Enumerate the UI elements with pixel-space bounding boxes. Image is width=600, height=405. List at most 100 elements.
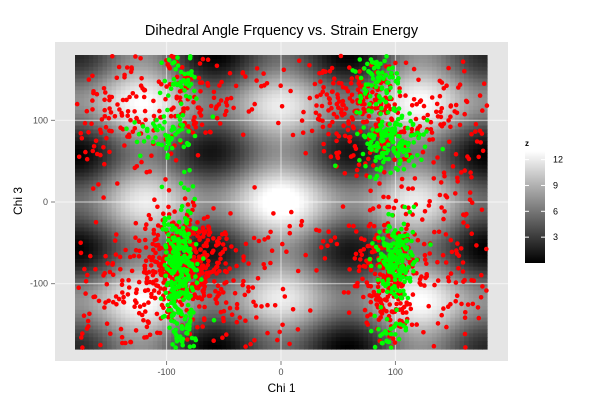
heatmap-cell [230,184,236,189]
heatmap-cell [253,145,259,150]
heatmap-cell [317,129,323,134]
heatmap-cell [239,62,245,68]
heatmap-cell [267,321,273,327]
heatmap-cell [102,164,108,170]
heatmap-cell [340,184,346,189]
heatmap-cell [335,258,342,264]
heatmap-cell [230,337,236,342]
heatmap-cell [97,102,104,107]
heatmap-cell [363,325,369,330]
heatmap-cell [79,227,85,232]
heatmap-cell [308,266,314,272]
heatmap-cell [358,141,364,146]
heatmap-cell [290,254,296,260]
heatmap-cell [226,129,232,134]
heatmap-cell [175,215,181,221]
heatmap-cell [93,102,99,107]
heatmap-cell [258,66,264,72]
heatmap-cell [93,196,99,201]
heatmap-cell [290,211,296,217]
heatmap-cell [248,113,255,119]
heatmap-cell [308,235,314,240]
heatmap-cell [340,188,346,193]
heatmap-cell [107,227,113,232]
heatmap-cell [75,266,81,272]
heatmap-cell [244,105,250,111]
heatmap-cell [166,345,172,350]
heatmap-cell [79,74,85,80]
heatmap-cell [230,235,236,240]
heatmap-cell [271,125,278,131]
heatmap-cell [221,176,227,182]
heatmap-cell [111,215,117,221]
heatmap-cell [161,141,168,146]
heatmap-cell [184,160,191,166]
heatmap-cell [340,270,346,276]
heatmap-cell [262,341,268,346]
heatmap-cell [322,333,328,338]
heatmap-cell [93,329,99,334]
heatmap-cell [313,321,319,327]
heatmap-cell [258,345,264,350]
heatmap-cell [111,207,117,213]
heatmap-cell [203,90,209,95]
heatmap-cell [349,313,355,319]
heatmap-cell [111,203,117,209]
heatmap-cell [239,286,245,291]
heatmap-cell [253,231,259,236]
heatmap-cell [111,243,117,248]
heatmap-cell [331,211,337,217]
heatmap-cell [354,274,360,280]
heatmap-cell [345,70,351,76]
heatmap-cell [212,345,218,350]
heatmap-cell [180,55,186,60]
heatmap-cell [285,98,291,103]
heatmap-cell [303,121,310,127]
heatmap-cell [226,149,232,154]
heatmap-cell [157,203,163,209]
heatmap-cell [207,341,213,346]
heatmap-cell [313,235,319,240]
heatmap-cell [308,274,314,280]
heatmap-cell [335,239,342,244]
heatmap-cell [152,55,158,60]
heatmap-cell [317,109,323,115]
heatmap-cell [125,298,131,303]
heatmap-cell [262,168,268,174]
heatmap-cell [358,62,364,68]
heatmap-cell [331,180,337,185]
heatmap-cell [271,329,278,334]
heatmap-cell [235,66,241,72]
heatmap-cell [116,247,122,252]
heatmap-cell [125,207,131,213]
heatmap-cell [107,55,113,60]
heatmap-cell [290,90,296,95]
heatmap-cell [303,113,310,119]
heatmap-cell [248,223,255,229]
heatmap-cell [294,337,300,342]
heatmap-cell [244,137,250,142]
heatmap-cell [175,160,181,166]
heatmap-cell [271,227,278,232]
heatmap-cell [79,141,85,146]
heatmap-cell [93,55,99,60]
heatmap-cell [281,86,287,91]
heatmap-cell [262,78,268,84]
heatmap-cell [276,266,282,272]
heatmap-cell [143,329,149,334]
heatmap-cell [340,341,346,346]
heatmap-cell [363,196,369,201]
heatmap-cell [281,129,287,134]
heatmap-cell [221,321,227,327]
heatmap-cell [317,313,323,319]
heatmap-cell [262,153,268,158]
heatmap-cell [358,223,364,229]
heatmap-cell [244,309,250,315]
heatmap-cell [221,219,227,225]
heatmap-cell [331,305,337,311]
heatmap-cell [116,211,122,217]
heatmap-cell [294,274,300,280]
heatmap-cell [129,86,136,91]
heatmap-cell [134,172,140,178]
heatmap-cell [152,266,158,272]
